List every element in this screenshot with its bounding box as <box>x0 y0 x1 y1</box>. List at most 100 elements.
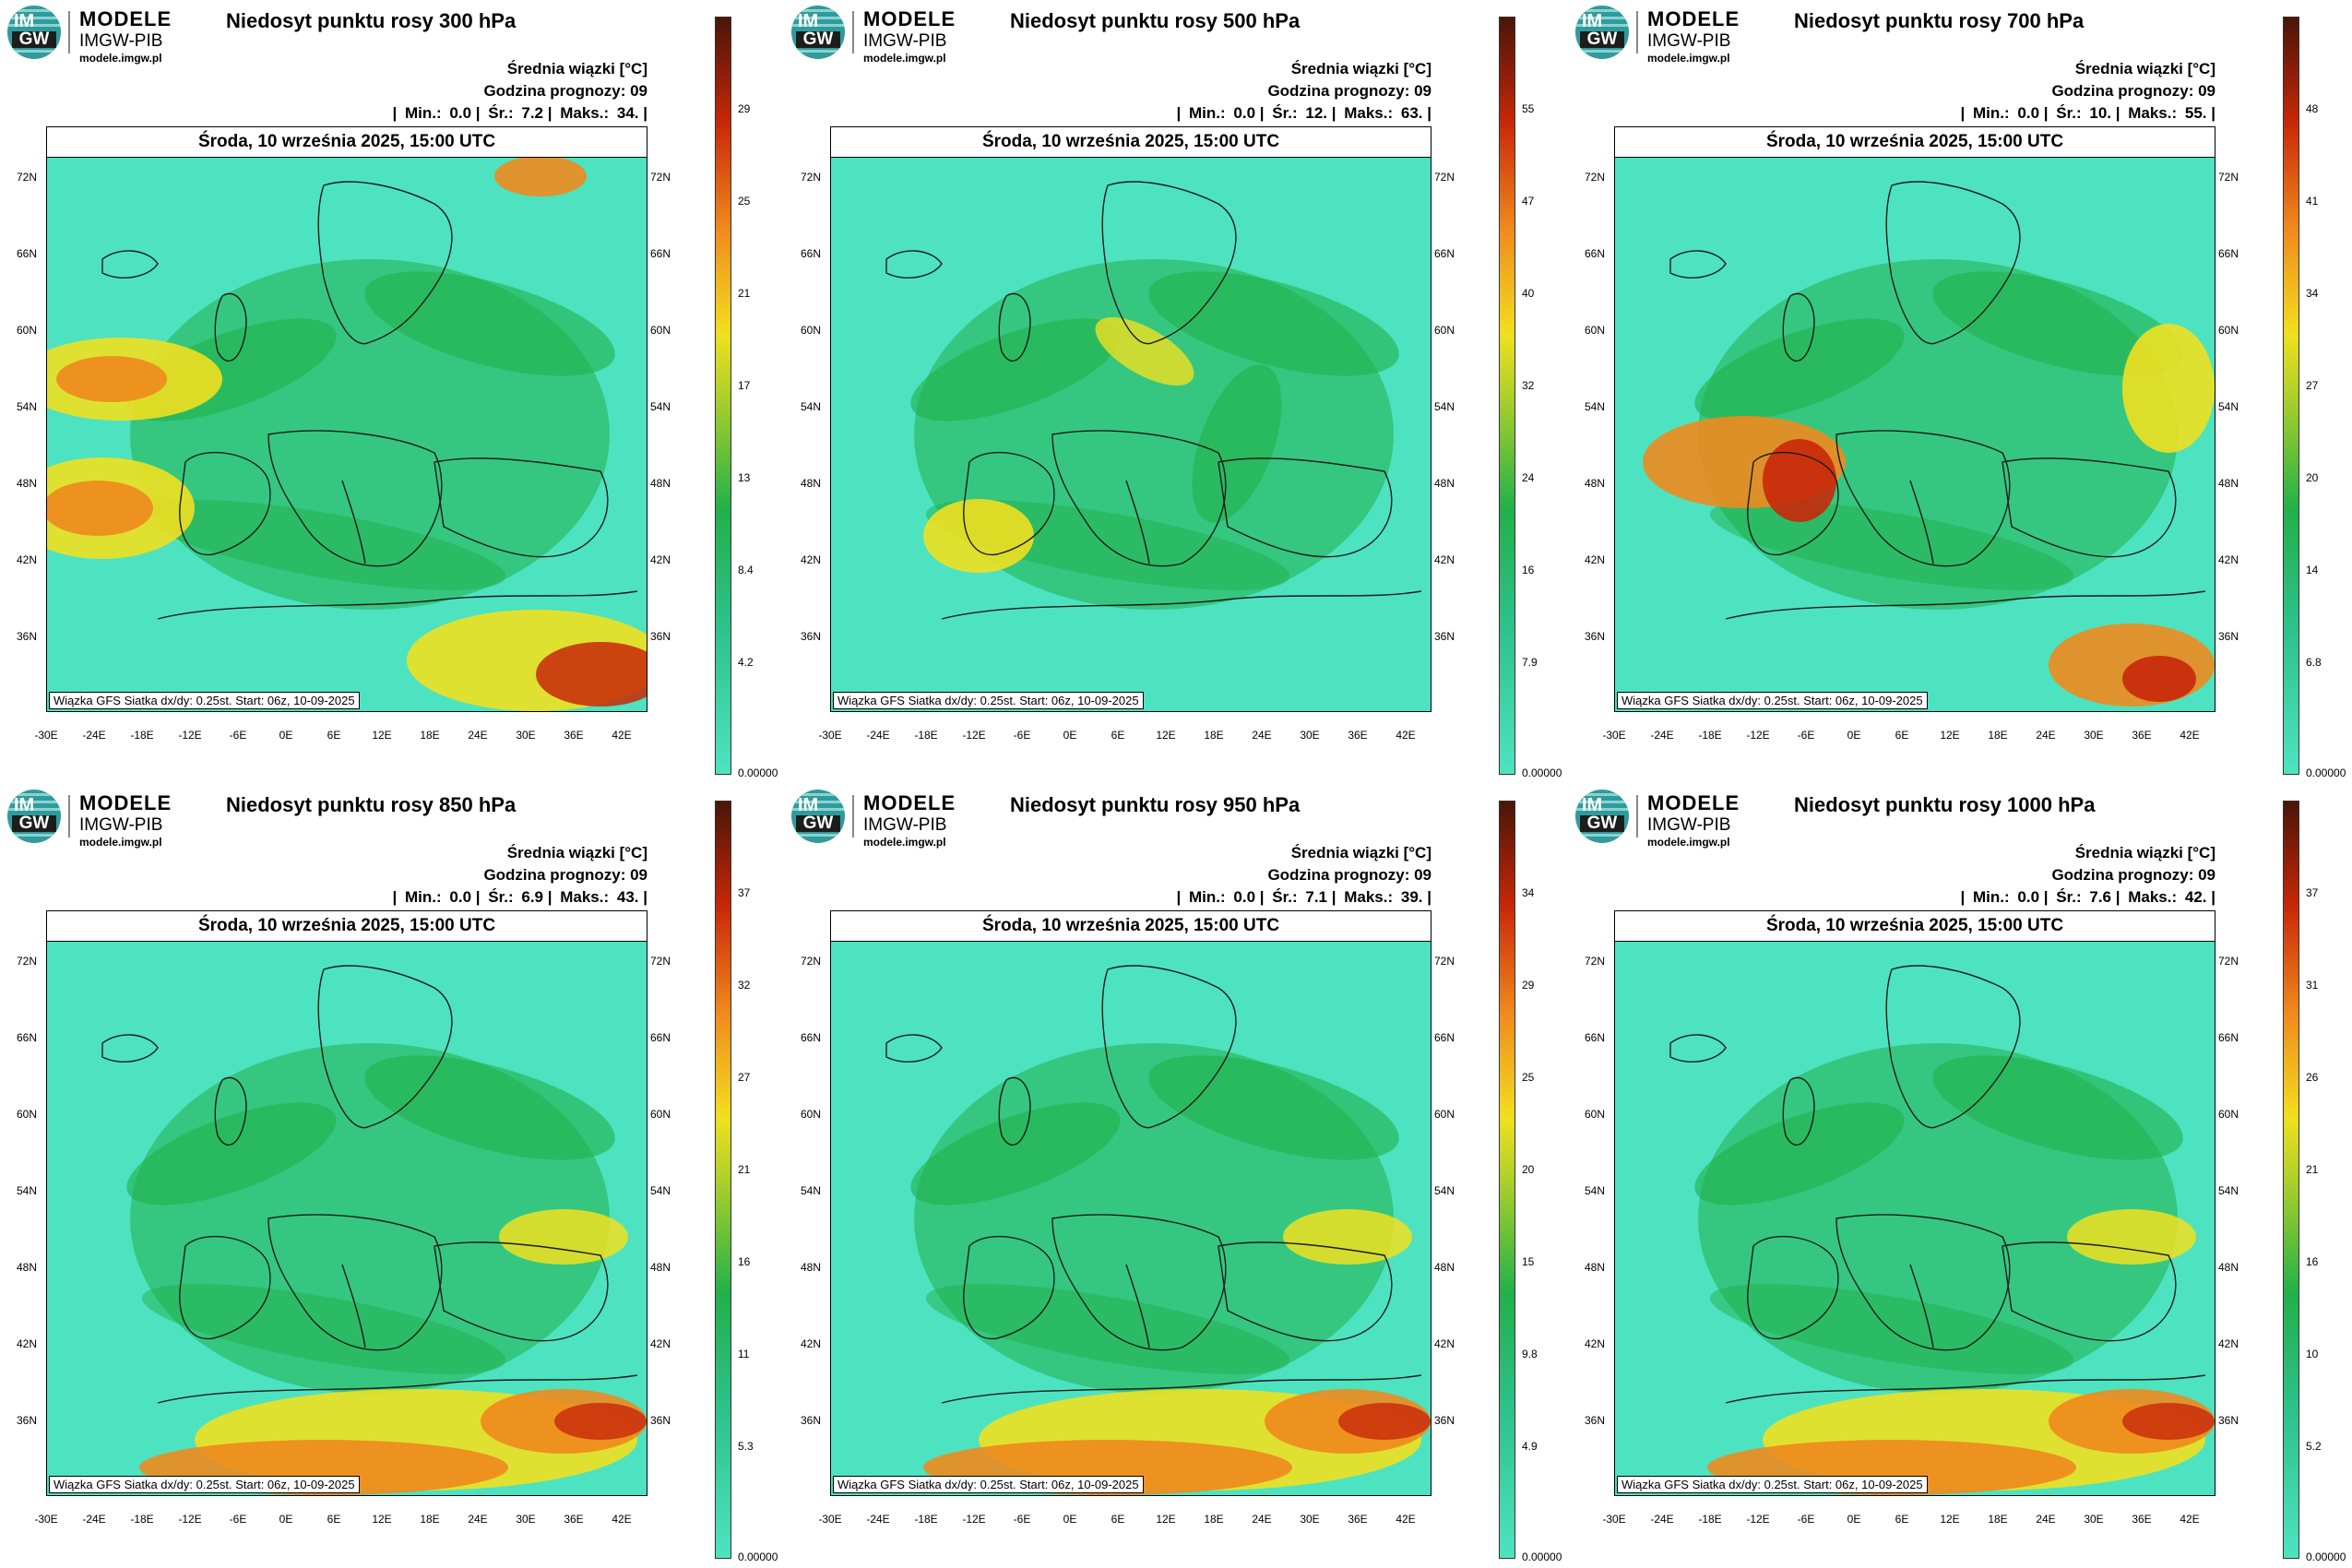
longitude-label: 18E <box>420 1513 440 1526</box>
longitude-label: 36E <box>2132 1513 2152 1526</box>
logo-circle-bottom: GW <box>796 814 840 832</box>
field-area <box>1192 364 1282 523</box>
latitude-label: 72N <box>2218 955 2239 968</box>
field-area <box>126 1102 337 1206</box>
longitude-label: 12E <box>1940 729 1960 742</box>
logo-line1: MODELE <box>79 791 172 814</box>
longitude-label: -6E <box>229 729 247 742</box>
longitude-label: -18E <box>130 1513 154 1526</box>
latitude-label: 66N <box>17 247 38 260</box>
europe-map <box>885 965 1431 1495</box>
logo-circle-top: IM <box>798 795 819 815</box>
imgw-logo-icon: IM GW <box>1575 790 1629 843</box>
coastline <box>267 1214 443 1351</box>
latitude-label: 48N <box>1585 477 1606 490</box>
imgw-logo: IM GW MODELE IMGW-PIB modele.imgw.pl <box>791 6 976 65</box>
longitude-label: 42E <box>1396 1513 1416 1526</box>
latitude-label: 42N <box>650 1337 671 1350</box>
max-value: 43. <box>616 888 639 906</box>
model-footer: Wiązka GFS Siatka dx/dy: 0.25st. Start: … <box>833 1476 1144 1493</box>
max-label: Maks.: <box>2128 888 2178 906</box>
field-area <box>1694 1102 1905 1206</box>
forecast-panel-1: IM GW MODELE IMGW-PIB modele.imgw.pl Nie… <box>0 0 784 784</box>
stats-line: | Min.: 0.0 | Śr.: 7.1 | Maks.: 39. | <box>1176 888 1431 906</box>
scale-label: 32 <box>1522 379 1535 392</box>
latitude-label: 48N <box>1585 1261 1606 1274</box>
scale-label: 0.00000 <box>738 1550 778 1563</box>
max-label: Maks.: <box>1344 104 1394 122</box>
avg-label: Śr.: <box>488 888 514 906</box>
coastline <box>1909 480 1934 564</box>
scale-label: 13 <box>738 471 751 484</box>
longitude-label: -24E <box>82 729 106 742</box>
logo-circle-bottom: GW <box>1580 30 1624 48</box>
scale-label: 48 <box>2306 102 2319 115</box>
latitude-label: 72N <box>650 955 671 968</box>
logo-line2: IMGW-PIB <box>1647 815 1731 835</box>
field-area <box>923 499 1034 573</box>
longitude-label: -24E <box>866 729 890 742</box>
latitude-label: 36N <box>1585 1414 1606 1427</box>
forecast-hour: Godzina prognozy: 09 <box>2051 866 2215 884</box>
longitude-label: -30E <box>34 1513 58 1526</box>
imgw-logo: IM GW MODELE IMGW-PIB modele.imgw.pl <box>7 6 192 65</box>
longitude-label: -24E <box>82 1513 106 1526</box>
avg-label: Śr.: <box>2056 104 2082 122</box>
logo-line1: MODELE <box>1647 791 1740 814</box>
longitude-label: 6E <box>327 729 341 742</box>
min-value: 0.0 <box>449 888 472 906</box>
scale-label: 17 <box>738 379 751 392</box>
longitude-label: -30E <box>34 729 58 742</box>
longitude-label: -18E <box>914 729 938 742</box>
longitude-label: 18E <box>1988 729 2008 742</box>
scale-label: 20 <box>1522 1163 1535 1176</box>
scale-label: 37 <box>2306 886 2319 899</box>
panel-title: Niedosyt punktu rosy 300 hPa <box>226 9 517 32</box>
coastline <box>1782 292 1815 362</box>
longitude-label: 12E <box>372 729 392 742</box>
forecast-panel-3: IM GW MODELE IMGW-PIB modele.imgw.pl Nie… <box>1568 0 2352 784</box>
coastline <box>1835 430 2011 567</box>
latitude-label: 54N <box>801 1184 822 1197</box>
color-scale <box>1499 801 1515 1559</box>
latitude-label: 72N <box>17 955 38 968</box>
latitude-label: 48N <box>801 477 822 490</box>
average-label: Średnia wiązki [°C] <box>2074 60 2215 77</box>
scale-label: 20 <box>2306 471 2319 484</box>
latitude-label: 54N <box>1585 400 1606 413</box>
forecast-hour: Godzina prognozy: 09 <box>483 82 647 100</box>
latitude-label: 54N <box>801 400 822 413</box>
scale-label: 4.9 <box>1522 1440 1538 1453</box>
longitude-label: 12E <box>372 1513 392 1526</box>
latitude-label: 42N <box>2218 1337 2239 1350</box>
field-map: Wiązka GFS Siatka dx/dy: 0.25st. Start: … <box>830 157 1431 712</box>
color-scale <box>2283 17 2299 775</box>
logo-circle-bottom: GW <box>1580 814 1624 832</box>
longitude-label: 36E <box>1348 729 1368 742</box>
scale-label: 25 <box>1522 1071 1535 1084</box>
longitude-label: 30E <box>2084 729 2104 742</box>
forecast-hour: Godzina prognozy: 09 <box>1267 866 1431 884</box>
field-area <box>494 158 587 196</box>
longitude-label: -30E <box>1602 1513 1626 1526</box>
scale-label: 0.00000 <box>1522 766 1562 779</box>
scale-label: 10 <box>2306 1348 2319 1360</box>
coastline <box>941 590 1422 620</box>
logo-circle-bottom: GW <box>796 30 840 48</box>
logo-url: modele.imgw.pl <box>863 836 946 849</box>
min-label: Min.: <box>1189 104 1226 122</box>
field-map: Wiązka GFS Siatka dx/dy: 0.25st. Start: … <box>46 157 647 712</box>
coastline <box>1669 1034 1727 1063</box>
field-area <box>1095 317 1194 386</box>
scale-label: 47 <box>1522 195 1535 208</box>
coastline <box>941 1374 1422 1404</box>
coastline <box>267 430 443 567</box>
longitude-label: 36E <box>1348 1513 1368 1526</box>
scale-label: 24 <box>1522 471 1535 484</box>
logo-line1: MODELE <box>79 7 172 30</box>
forecast-hour: Godzina prognozy: 09 <box>483 866 647 884</box>
scale-label: 31 <box>2306 979 2319 992</box>
latitude-label: 36N <box>17 630 38 643</box>
coastline <box>2002 1241 2177 1342</box>
avg-value: 12. <box>1305 104 1328 122</box>
